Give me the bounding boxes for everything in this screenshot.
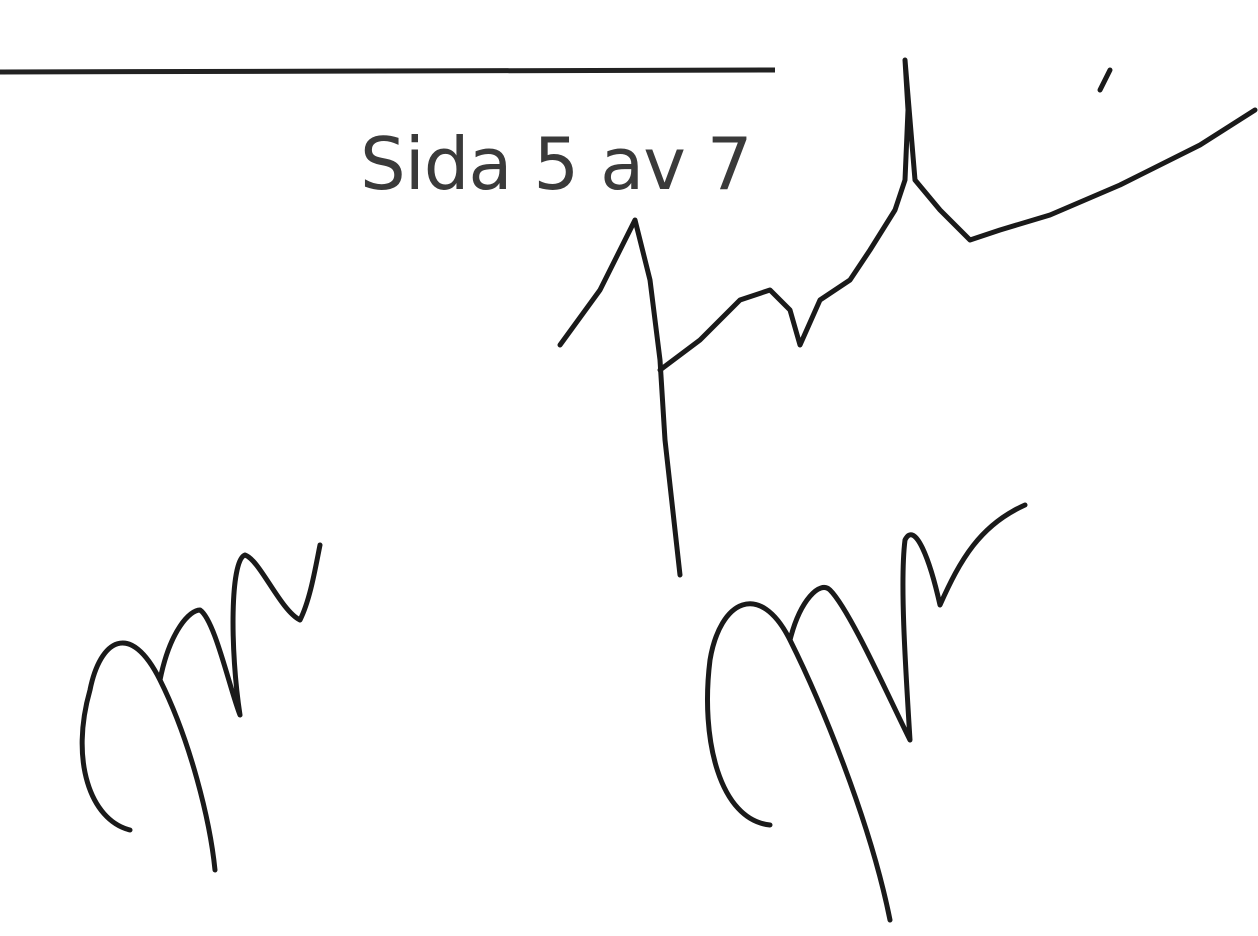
signature-stroke — [1100, 70, 1110, 90]
signature-stroke — [660, 60, 1255, 370]
initials — [82, 545, 320, 870]
page-label: Sida 5 av 7 — [360, 122, 752, 206]
initials — [708, 505, 1026, 920]
rule-line — [0, 70, 775, 72]
signature-stroke — [560, 220, 680, 575]
page: Sida 5 av 7 (() => { const data = JSON.p… — [0, 0, 1258, 936]
